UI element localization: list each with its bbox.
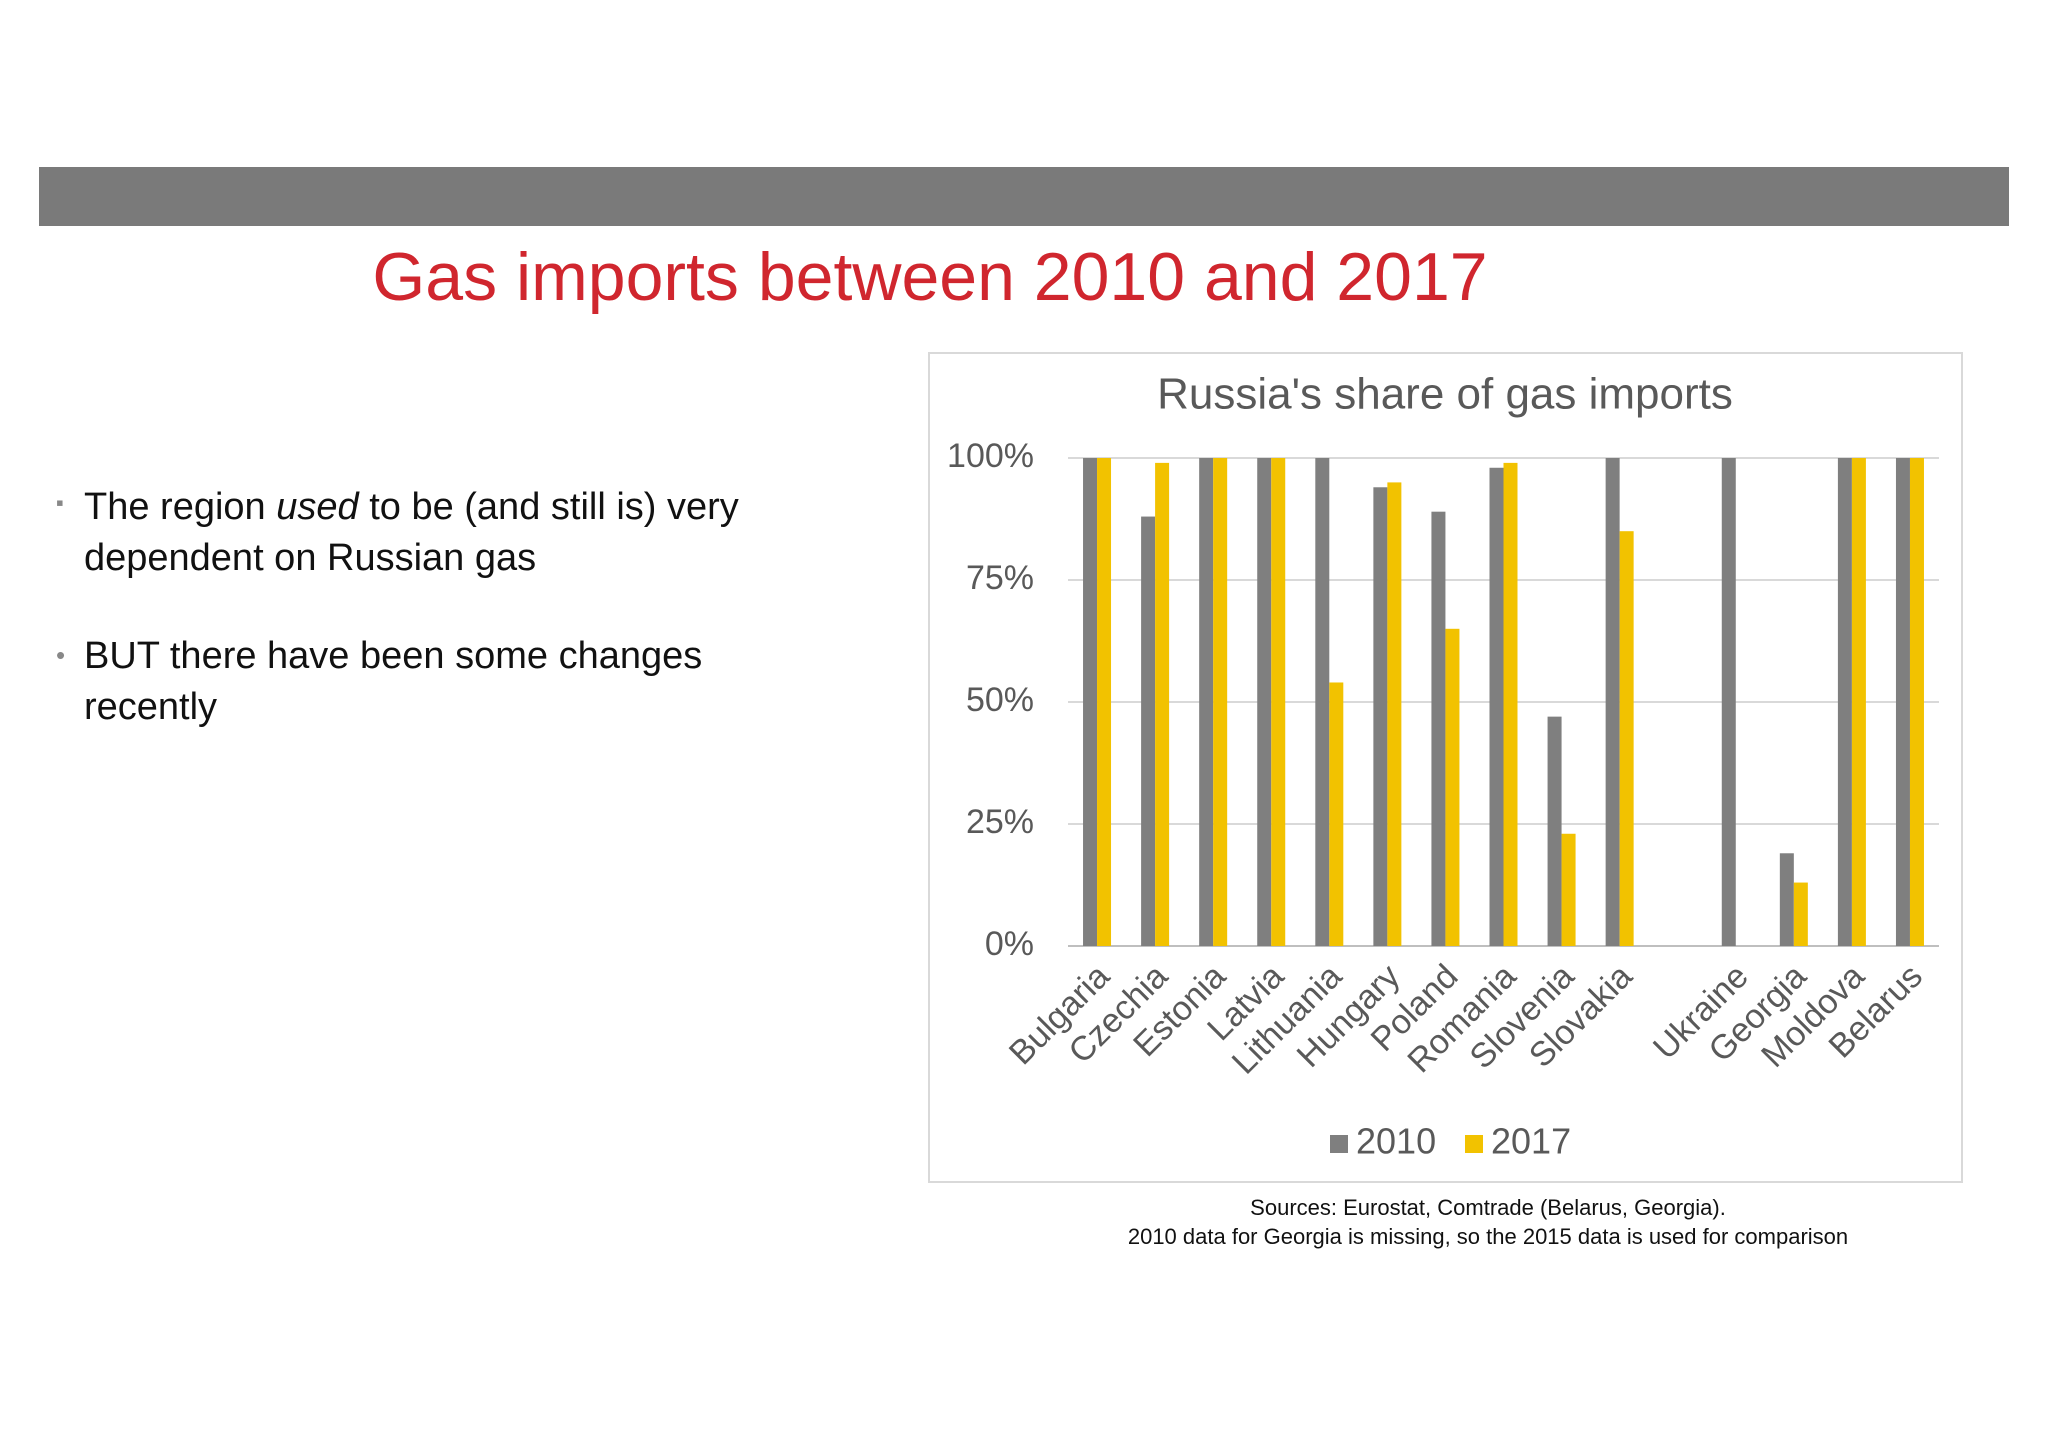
bar [1547, 716, 1562, 946]
bar [1837, 458, 1852, 946]
legend-label: 2017 [1491, 1121, 1571, 1162]
legend-swatch [1465, 1135, 1483, 1153]
bar [1373, 487, 1388, 946]
bar [1895, 458, 1910, 946]
y-tick-label: 50% [966, 681, 1034, 719]
bar [1315, 458, 1330, 946]
slide-title: Gas imports between 2010 and 2017 [372, 239, 1488, 315]
emphasis: used [276, 486, 359, 528]
source-line: Sources: Eurostat, Comtrade (Belarus, Ge… [1250, 1195, 1726, 1220]
y-tick-label: 75% [966, 559, 1034, 597]
bar [1721, 458, 1736, 946]
legend-swatch [1330, 1135, 1348, 1153]
bar [1271, 458, 1286, 946]
chart-title: Russia's share of gas imports [1157, 370, 1733, 419]
sources: Sources: Eurostat, Comtrade (Belarus, Ge… [1088, 1193, 1888, 1251]
bar [1561, 833, 1576, 946]
y-tick-label: 100% [947, 437, 1034, 475]
bar [1257, 458, 1272, 946]
bullet-marker: ▪ [56, 490, 64, 515]
bar [1503, 462, 1518, 946]
y-tick-label: 25% [966, 803, 1034, 841]
bar [1141, 516, 1156, 946]
bar [1097, 458, 1112, 946]
bar [1851, 458, 1866, 946]
bullet-text: BUT there have been some changes recentl… [84, 631, 814, 733]
bar [1793, 882, 1808, 946]
bar [1213, 458, 1228, 946]
bar [1489, 467, 1504, 946]
bullet-text: The region used to be (and still is) ver… [84, 482, 814, 584]
text: to be (and still is) very dependent on R… [84, 486, 739, 579]
bar [1779, 853, 1794, 946]
bar [1329, 682, 1344, 946]
bar [1083, 458, 1098, 946]
bar [1431, 511, 1446, 946]
source-line: 2010 data for Georgia is missing, so the… [1127, 1224, 1849, 1249]
legend-label: 2010 [1356, 1121, 1436, 1162]
bar [1445, 628, 1460, 946]
bar [1619, 531, 1634, 946]
bar [1387, 482, 1402, 946]
bar [1605, 458, 1620, 946]
bullet-marker: • [56, 640, 66, 670]
bar [1909, 458, 1924, 946]
bar [1199, 458, 1214, 946]
y-tick-label: 0% [985, 925, 1034, 963]
text: BUT there have been some changes recentl… [84, 635, 703, 728]
bar [1155, 462, 1170, 946]
text: The region [84, 486, 277, 528]
header-band [39, 167, 2009, 226]
